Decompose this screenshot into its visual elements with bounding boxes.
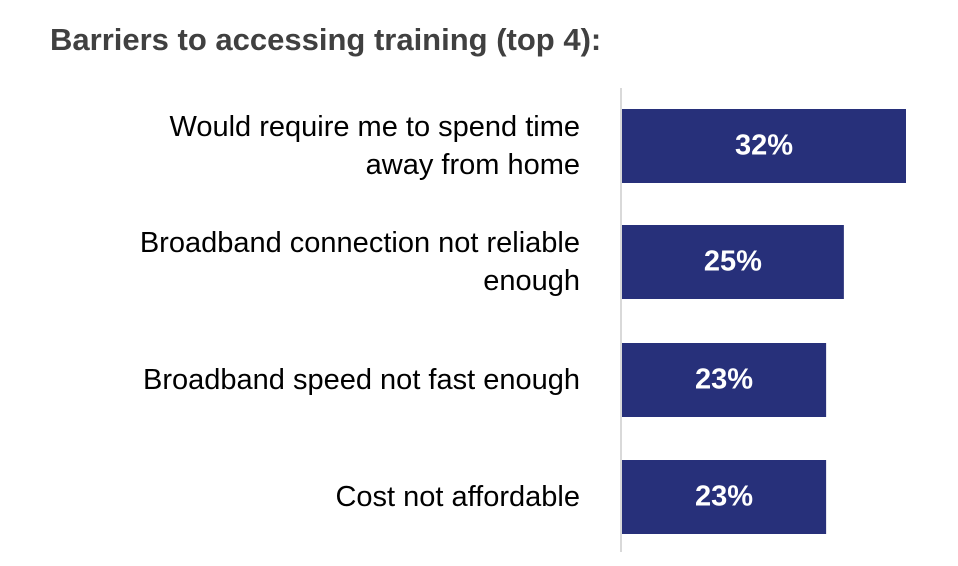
category-label-2: Broadband connection not reliable enough <box>140 224 580 300</box>
category-label-line: away from home <box>365 149 580 181</box>
category-label-line: enough <box>483 265 580 297</box>
category-label-line: Would require me to spend time <box>169 111 580 143</box>
bar-1 <box>622 109 906 183</box>
category-label-line: Broadband speed not fast enough <box>143 364 580 396</box>
category-label-3: Broadband speed not fast enough <box>143 361 580 399</box>
bar-4 <box>622 460 827 534</box>
bar-2 <box>622 225 844 299</box>
bar-value-label-3: 23% <box>695 364 753 396</box>
category-label-1: Would require me to spend time away from … <box>169 108 580 184</box>
category-label-4: Cost not affordable <box>335 478 580 516</box>
bar-value-label-4: 23% <box>695 481 753 513</box>
chart-title: Barriers to accessing training (top 4): <box>50 22 602 57</box>
category-label-line: Broadband connection not reliable <box>139 227 580 259</box>
bar-value-label-1: 32% <box>735 130 793 162</box>
bars: 32% 25% 23% 23% <box>622 109 906 534</box>
bar-value-label-2: 25% <box>704 246 762 278</box>
category-label-line: Cost not affordable <box>335 481 580 513</box>
bar-3 <box>622 343 827 417</box>
